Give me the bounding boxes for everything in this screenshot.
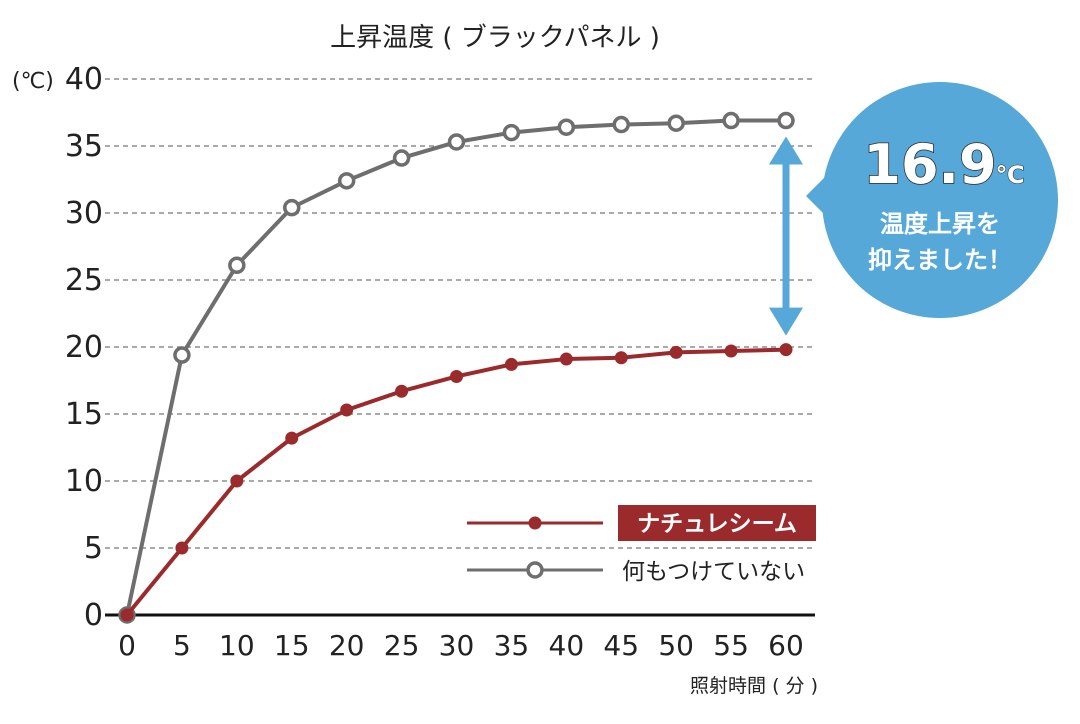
data-point-natureseam <box>504 357 518 371</box>
data-point-natureseam <box>450 369 463 383</box>
data-point-natureseam <box>724 344 738 358</box>
data-point-untreated <box>777 111 795 130</box>
legend-marker-untreated <box>526 561 544 579</box>
x-tick-label: 45 <box>603 629 639 662</box>
data-point-natureseam <box>559 352 573 366</box>
x-tick-label: 0 <box>118 629 136 662</box>
y-tick-label: 0 <box>84 598 103 633</box>
y-axis-unit-label: (℃) <box>12 69 54 94</box>
series-layer <box>118 111 795 624</box>
data-point-natureseam <box>614 351 628 365</box>
x-tick-label: 10 <box>219 629 255 662</box>
data-point-untreated <box>283 198 301 217</box>
data-point-natureseam <box>120 608 134 622</box>
x-axis-ticks: 0 5 10 15 20 25 30 35 40 45 50 55 60 <box>118 629 804 662</box>
y-tick-label: 30 <box>65 196 103 231</box>
y-tick-label: 25 <box>65 263 103 298</box>
data-point-untreated <box>337 172 356 190</box>
data-point-natureseam <box>779 343 793 357</box>
x-tick-label: 5 <box>173 629 191 662</box>
x-tick-label: 25 <box>384 629 420 662</box>
bubble <box>822 82 1058 318</box>
data-point-natureseam <box>340 403 354 417</box>
x-tick-label: 20 <box>329 629 365 662</box>
data-point-untreated <box>502 123 521 142</box>
y-tick-label: 40 <box>65 62 103 97</box>
y-tick-label: 35 <box>65 129 103 164</box>
x-tick-label: 35 <box>494 629 530 662</box>
legend-label-background <box>618 505 816 541</box>
bubble-line-2: 抑えました！ <box>868 246 1012 274</box>
x-tick-label: 15 <box>274 629 310 662</box>
y-axis-ticks: 0 5 10 15 20 25 30 35 40 <box>65 62 103 633</box>
data-point-untreated <box>392 149 411 167</box>
data-point-natureseam <box>395 384 409 398</box>
x-tick-label: 50 <box>658 629 694 662</box>
data-point-natureseam <box>669 345 683 359</box>
x-tick-label: 60 <box>768 629 804 662</box>
arrow-head-up <box>769 136 803 165</box>
data-point-untreated <box>667 114 685 132</box>
legend-label-untreated: 何もつけていない <box>622 559 805 585</box>
x-tick-label: 55 <box>713 629 749 662</box>
y-tick-label: 5 <box>84 531 103 566</box>
y-tick-label: 10 <box>65 464 103 499</box>
arrow-head-down <box>769 307 803 336</box>
x-axis-label: 照射時間 ( 分 ) <box>690 675 818 697</box>
data-point-untreated <box>557 118 576 136</box>
difference-value: 16.9 <box>863 133 996 196</box>
data-point-untreated <box>228 256 246 275</box>
data-point-untreated <box>173 346 191 364</box>
data-point-natureseam <box>285 431 299 445</box>
x-tick-label: 30 <box>439 629 475 662</box>
y-tick-label: 20 <box>65 330 103 365</box>
data-point-untreated <box>447 133 466 151</box>
y-tick-label: 15 <box>65 397 103 432</box>
chart-title: 上昇温度 ( ブラックパネル ) <box>330 23 660 53</box>
bubble-line-1: 温度上昇を <box>880 210 1000 238</box>
data-point-untreated <box>612 115 630 134</box>
x-tick-label: 40 <box>549 629 585 662</box>
difference-unit: ℃ <box>995 161 1024 189</box>
data-point-natureseam <box>230 474 244 488</box>
data-point-natureseam <box>175 541 189 555</box>
legend-label-natureseam: ナチュレシーム <box>637 511 797 537</box>
data-point-untreated <box>722 111 740 130</box>
legend-marker-natureseam <box>528 516 542 530</box>
